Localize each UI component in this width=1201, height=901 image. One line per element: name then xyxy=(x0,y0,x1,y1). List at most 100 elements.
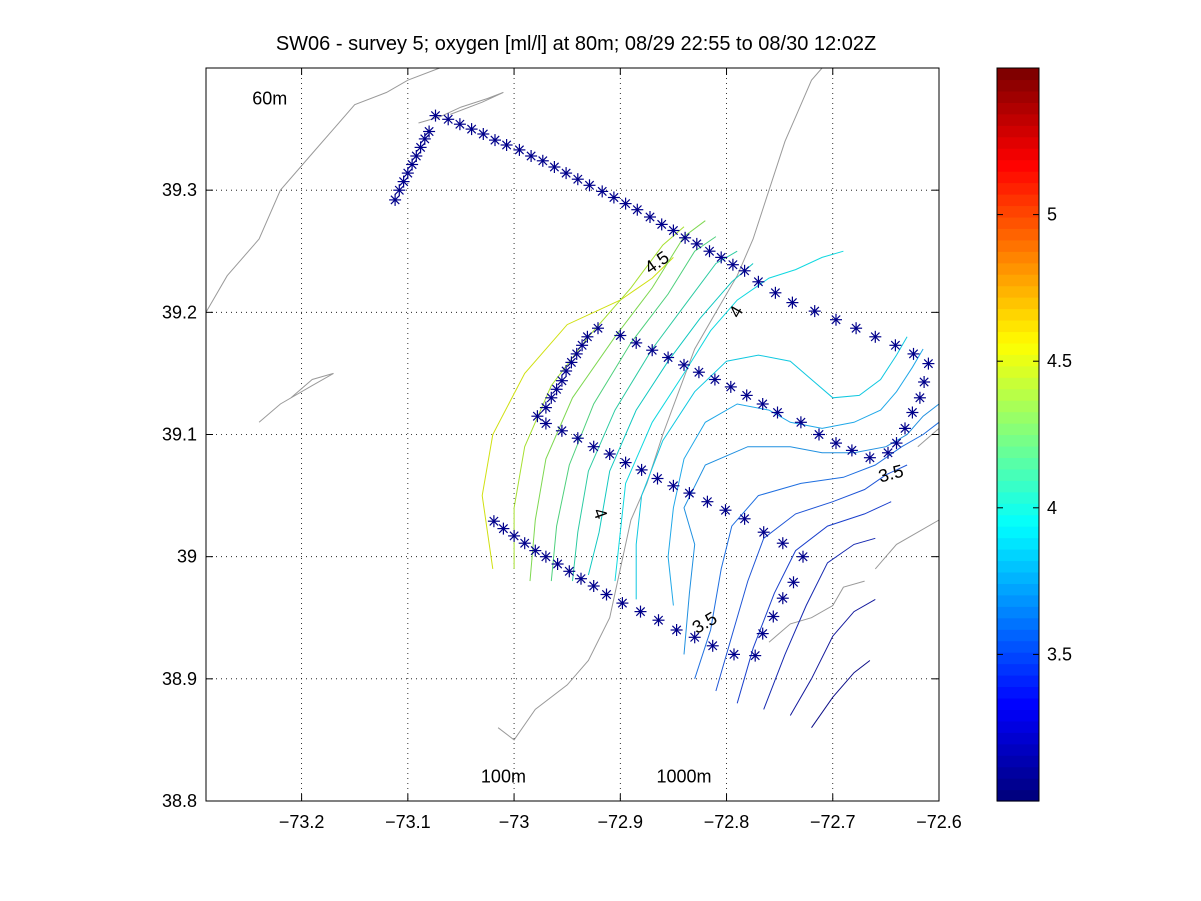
colorbar-band xyxy=(997,159,1039,172)
marker-stroke xyxy=(631,338,641,348)
colorbar-band xyxy=(997,331,1039,344)
marker-stroke xyxy=(729,649,739,660)
colorbar-band xyxy=(997,102,1039,115)
marker-stroke xyxy=(557,426,567,436)
contour-line xyxy=(763,537,876,710)
station-marker xyxy=(614,329,627,342)
station-marker xyxy=(571,432,584,445)
station-marker xyxy=(607,191,620,204)
station-marker xyxy=(776,592,789,605)
station-marker xyxy=(453,118,466,131)
station-marker xyxy=(670,624,683,636)
station-marker xyxy=(749,649,762,662)
colorbar-band xyxy=(997,675,1039,688)
colorbar-band xyxy=(997,766,1039,779)
colorbar-band xyxy=(997,560,1039,573)
station-marker xyxy=(560,365,573,377)
contour-line xyxy=(614,250,844,582)
station-marker xyxy=(786,296,799,309)
marker-stroke xyxy=(573,174,583,184)
colorbar-band xyxy=(997,125,1039,138)
marker-stroke xyxy=(907,407,918,418)
colorbar-band xyxy=(997,468,1039,481)
isobath-label: 60m xyxy=(252,89,287,109)
isobath-label: 1000m xyxy=(657,767,712,787)
isobath-line xyxy=(768,580,865,643)
station-marker xyxy=(576,339,589,352)
colorbar-band xyxy=(997,583,1039,596)
isobath-label: 100m xyxy=(481,767,526,787)
station-marker xyxy=(539,550,552,563)
station-marker xyxy=(667,479,680,492)
colorbar-band xyxy=(997,514,1039,527)
colorbar-band xyxy=(997,606,1039,619)
station-marker xyxy=(683,487,696,500)
station-marker xyxy=(715,251,728,264)
station-marker xyxy=(688,631,701,644)
colorbar-band xyxy=(997,216,1039,229)
contour-line xyxy=(529,220,706,582)
station-marker xyxy=(525,150,538,162)
colorbar-band xyxy=(997,445,1039,458)
colorbar-band xyxy=(997,778,1039,791)
colorbar-tick-label: 5 xyxy=(1047,205,1057,225)
station-marker xyxy=(575,572,587,585)
x-tick-label: −72.8 xyxy=(704,812,750,832)
station-marker xyxy=(882,446,894,459)
contour-line xyxy=(694,421,940,679)
marker-stroke xyxy=(615,330,625,341)
colorbar-band xyxy=(997,411,1039,424)
marker-stroke xyxy=(415,142,426,153)
marker-stroke xyxy=(430,110,441,121)
marker-stroke xyxy=(466,124,477,134)
marker-stroke xyxy=(498,523,509,534)
colorbar-band xyxy=(997,136,1039,149)
colorbar-band xyxy=(997,148,1039,161)
station-marker xyxy=(635,463,648,476)
marker-stroke xyxy=(831,315,841,325)
station-marker xyxy=(565,356,578,369)
marker-stroke xyxy=(702,497,713,507)
marker-stroke xyxy=(663,352,673,363)
station-marker xyxy=(583,179,596,192)
marker-stroke xyxy=(704,246,715,256)
marker-stroke xyxy=(407,159,417,170)
station-marker xyxy=(794,416,807,429)
isobath-line xyxy=(874,519,940,570)
station-marker xyxy=(410,150,423,162)
marker-stroke xyxy=(759,527,769,537)
marker-stroke xyxy=(620,198,631,209)
marker-stroke xyxy=(443,114,453,124)
x-tick-label: −73.2 xyxy=(279,812,325,832)
marker-stroke xyxy=(538,156,548,166)
station-marker xyxy=(619,456,632,469)
colorbar-band xyxy=(997,239,1039,252)
station-marker xyxy=(644,211,656,223)
marker-stroke xyxy=(726,382,736,392)
marker-stroke xyxy=(787,297,798,308)
station-marker xyxy=(465,123,478,136)
station-marker xyxy=(752,275,765,288)
marker-stroke xyxy=(411,151,421,161)
marker-stroke xyxy=(768,611,778,622)
marker-stroke xyxy=(394,185,404,195)
marker-stroke xyxy=(739,266,750,276)
marker-stroke xyxy=(692,239,702,249)
marker-stroke xyxy=(814,429,824,440)
colorbar-band xyxy=(997,90,1039,103)
station-marker xyxy=(690,237,703,250)
marker-stroke xyxy=(758,399,768,409)
plot-background xyxy=(206,68,939,801)
marker-stroke xyxy=(593,323,603,333)
station-marker xyxy=(850,322,863,335)
marker-stroke xyxy=(609,192,619,203)
contour-line xyxy=(550,236,717,582)
colorbar-band xyxy=(997,113,1039,126)
marker-stroke xyxy=(541,418,551,429)
colorbar-band xyxy=(997,457,1039,470)
marker-stroke xyxy=(728,260,738,270)
station-marker xyxy=(830,313,842,326)
station-marker xyxy=(397,175,410,188)
colorbar-band xyxy=(997,537,1039,550)
station-marker xyxy=(518,537,531,550)
